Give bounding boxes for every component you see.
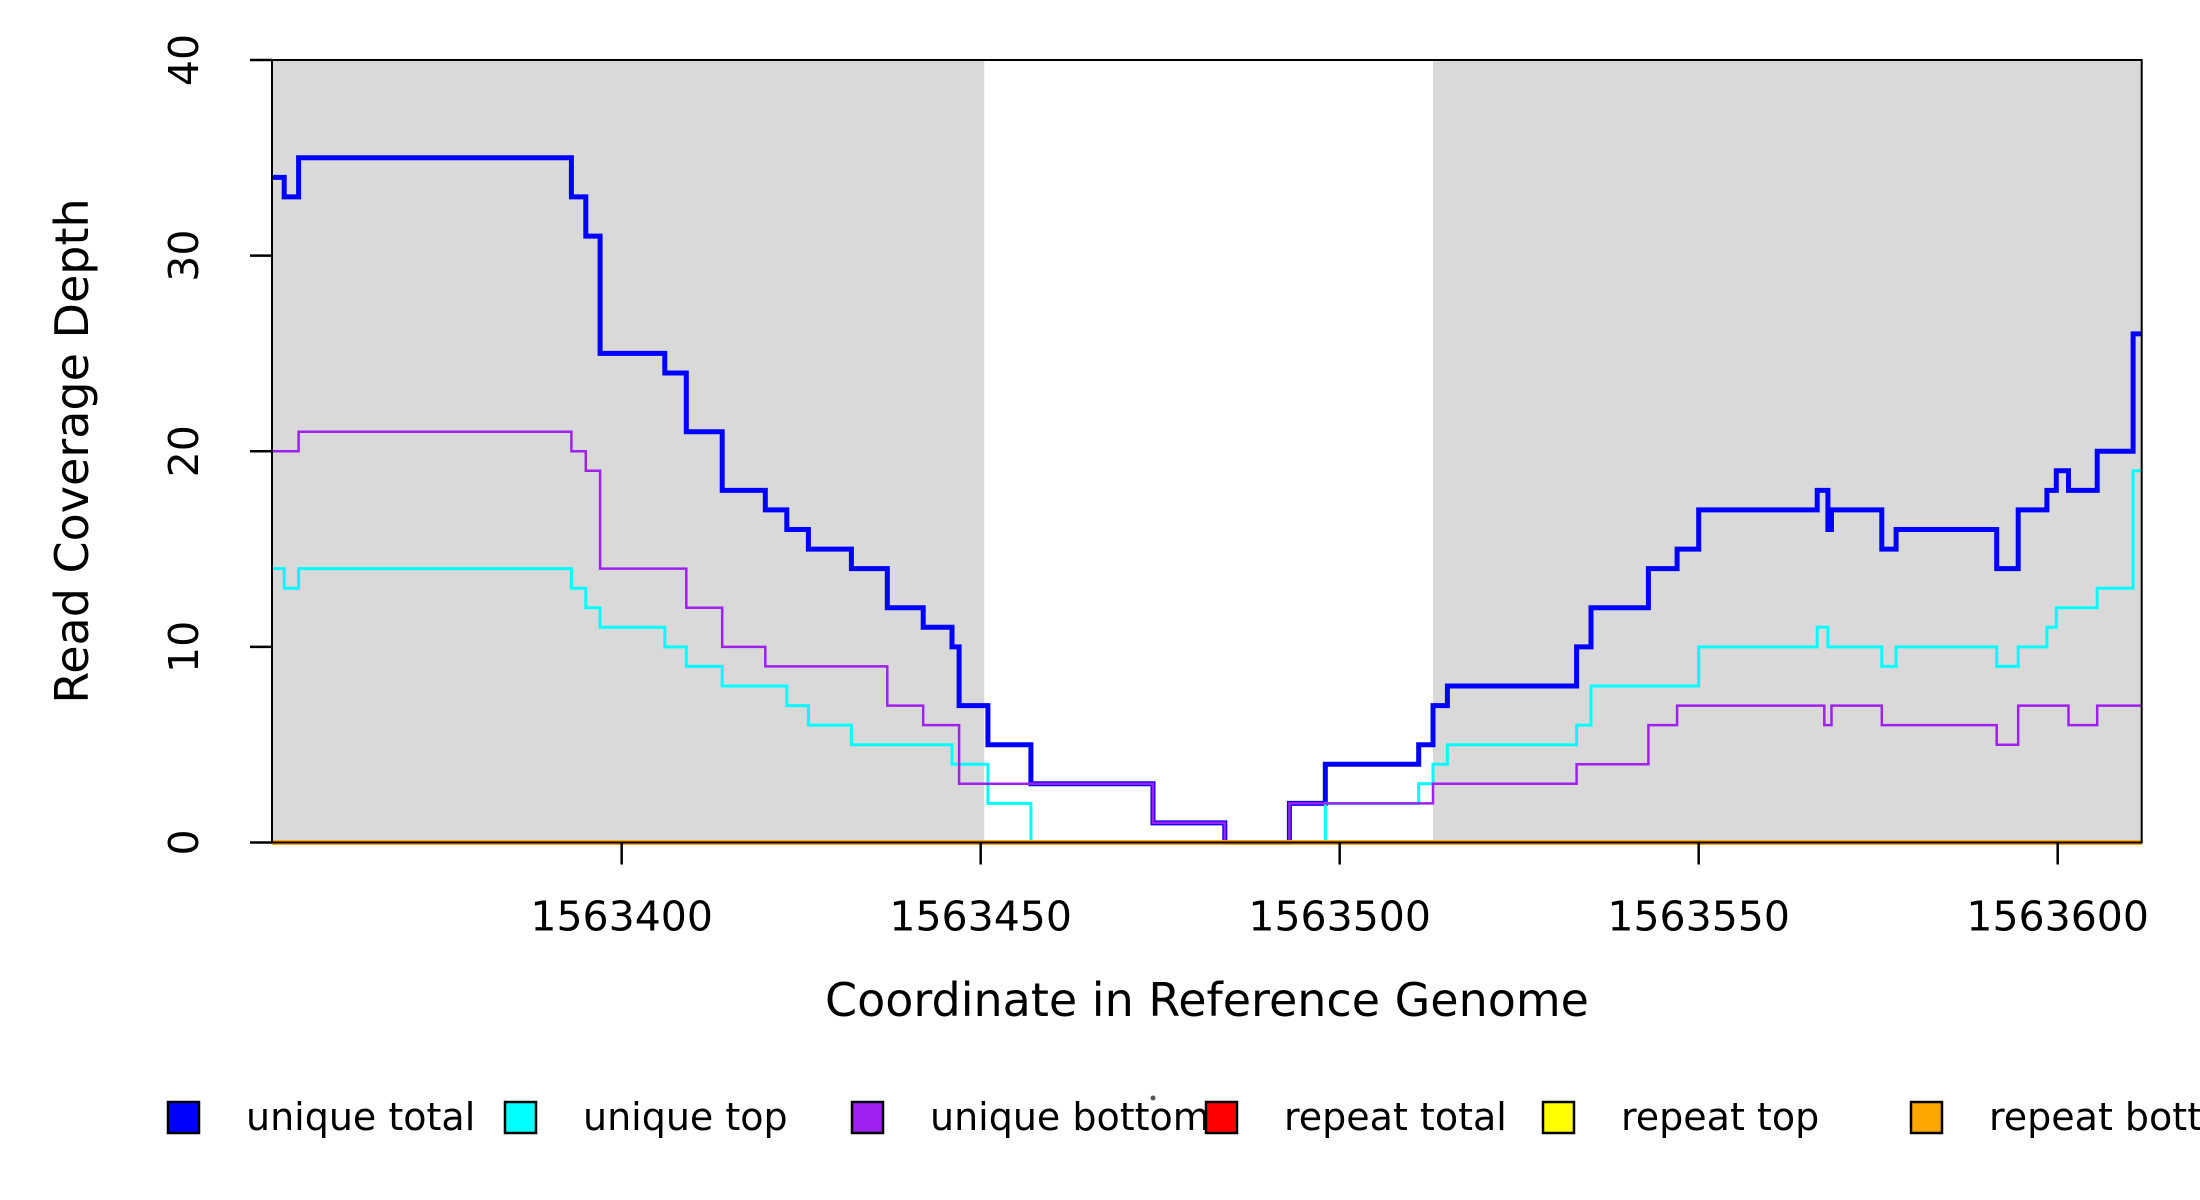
legend-label-repeat-bottom: repeat bottom xyxy=(1989,1095,2200,1139)
x-tick-label: 1563600 xyxy=(1966,893,2149,941)
y-tick-label: 30 xyxy=(160,230,208,282)
x-tick-label: 1563400 xyxy=(530,893,713,941)
legend-label-unique-total: unique total xyxy=(246,1095,475,1139)
legend-item-repeat-bottom: repeat bottom xyxy=(1909,1095,2200,1139)
legend-swatch-unique-bottom xyxy=(850,1100,885,1135)
legend-swatch-repeat-bottom xyxy=(1909,1100,1944,1135)
x-axis-title: Coordinate in Reference Genome xyxy=(825,973,1589,1027)
shaded-regions xyxy=(272,60,2142,843)
shaded-region-2 xyxy=(1433,60,2142,843)
legend: unique total unique top unique bottom repea… xyxy=(166,1095,2200,1139)
y-tick-label: 20 xyxy=(160,425,208,477)
x-tick-label: 1563450 xyxy=(889,893,1072,941)
legend-swatch-unique-total xyxy=(166,1100,201,1135)
legend-label-repeat-top: repeat top xyxy=(1621,1095,1819,1139)
x-tick-label: 1563500 xyxy=(1248,893,1431,941)
legend-label-unique-bottom: unique bottom xyxy=(930,1095,1210,1139)
legend-swatch-repeat-total xyxy=(1204,1100,1239,1135)
y-tick-label: 10 xyxy=(160,621,208,673)
stray-dot xyxy=(1150,1095,1156,1101)
legend-swatch-repeat-top xyxy=(1541,1100,1576,1135)
legend-label-unique-top: unique top xyxy=(583,1095,788,1139)
y-axis-title: Read Coverage Depth xyxy=(45,198,99,703)
legend-item-unique-top: unique top xyxy=(503,1095,788,1139)
y-tick-label: 0 xyxy=(160,829,208,855)
legend-label-repeat-total: repeat total xyxy=(1284,1095,1507,1139)
legend-item-unique-total: unique total xyxy=(166,1095,475,1139)
legend-item-unique-bottom: unique bottom xyxy=(850,1095,1210,1139)
y-tick-label: 40 xyxy=(160,34,208,86)
shaded-region-1 xyxy=(272,60,985,843)
legend-swatch-unique-top xyxy=(503,1100,538,1135)
axes: 1563400 1563450 1563500 1563550 1563600 0 10 20… xyxy=(160,34,2149,941)
unique-top-line xyxy=(272,469,2142,844)
legend-item-repeat-top: repeat top xyxy=(1541,1095,1819,1139)
legend-item-repeat-total: repeat total xyxy=(1204,1095,1507,1139)
x-tick-label: 1563550 xyxy=(1607,893,1790,941)
